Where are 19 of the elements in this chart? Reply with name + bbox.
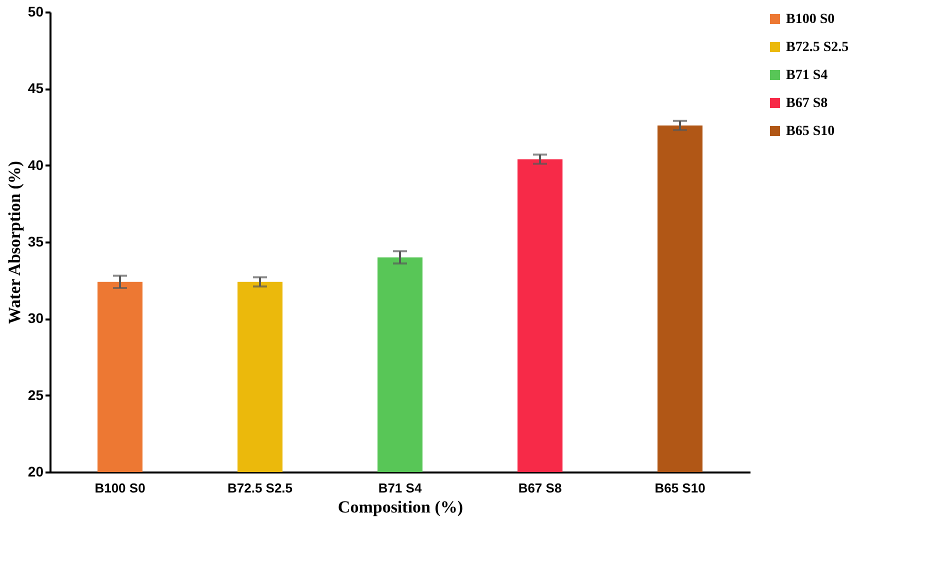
y-tick-label: 20 (28, 464, 44, 480)
x-tick-label: B71 S4 (378, 480, 422, 496)
y-tick-label: 35 (28, 234, 44, 250)
x-tick-label: B100 S0 (94, 480, 146, 496)
y-tick-label: 50 (28, 4, 44, 20)
legend-label: B100 S0 (786, 12, 835, 27)
legend-label: B65 S10 (786, 124, 835, 139)
x-tick-label: B65 S10 (654, 480, 706, 496)
y-tick-label: 30 (28, 310, 44, 326)
legend-label: B71 S4 (786, 68, 828, 83)
y-axis-title: Water Absorption (%) (4, 160, 24, 324)
y-tick-label: 25 (28, 386, 44, 403)
legend-label: B67 S8 (786, 96, 828, 111)
x-axis-title: Composition (%) (338, 498, 464, 516)
x-tick-label: B67 S8 (518, 480, 562, 496)
x-tick-label: B72.5 S2.5 (227, 480, 293, 496)
y-tick-label: 45 (28, 80, 44, 96)
y-tick-label: 40 (28, 156, 44, 173)
legend-label: B72.5 S2.5 (786, 40, 849, 55)
